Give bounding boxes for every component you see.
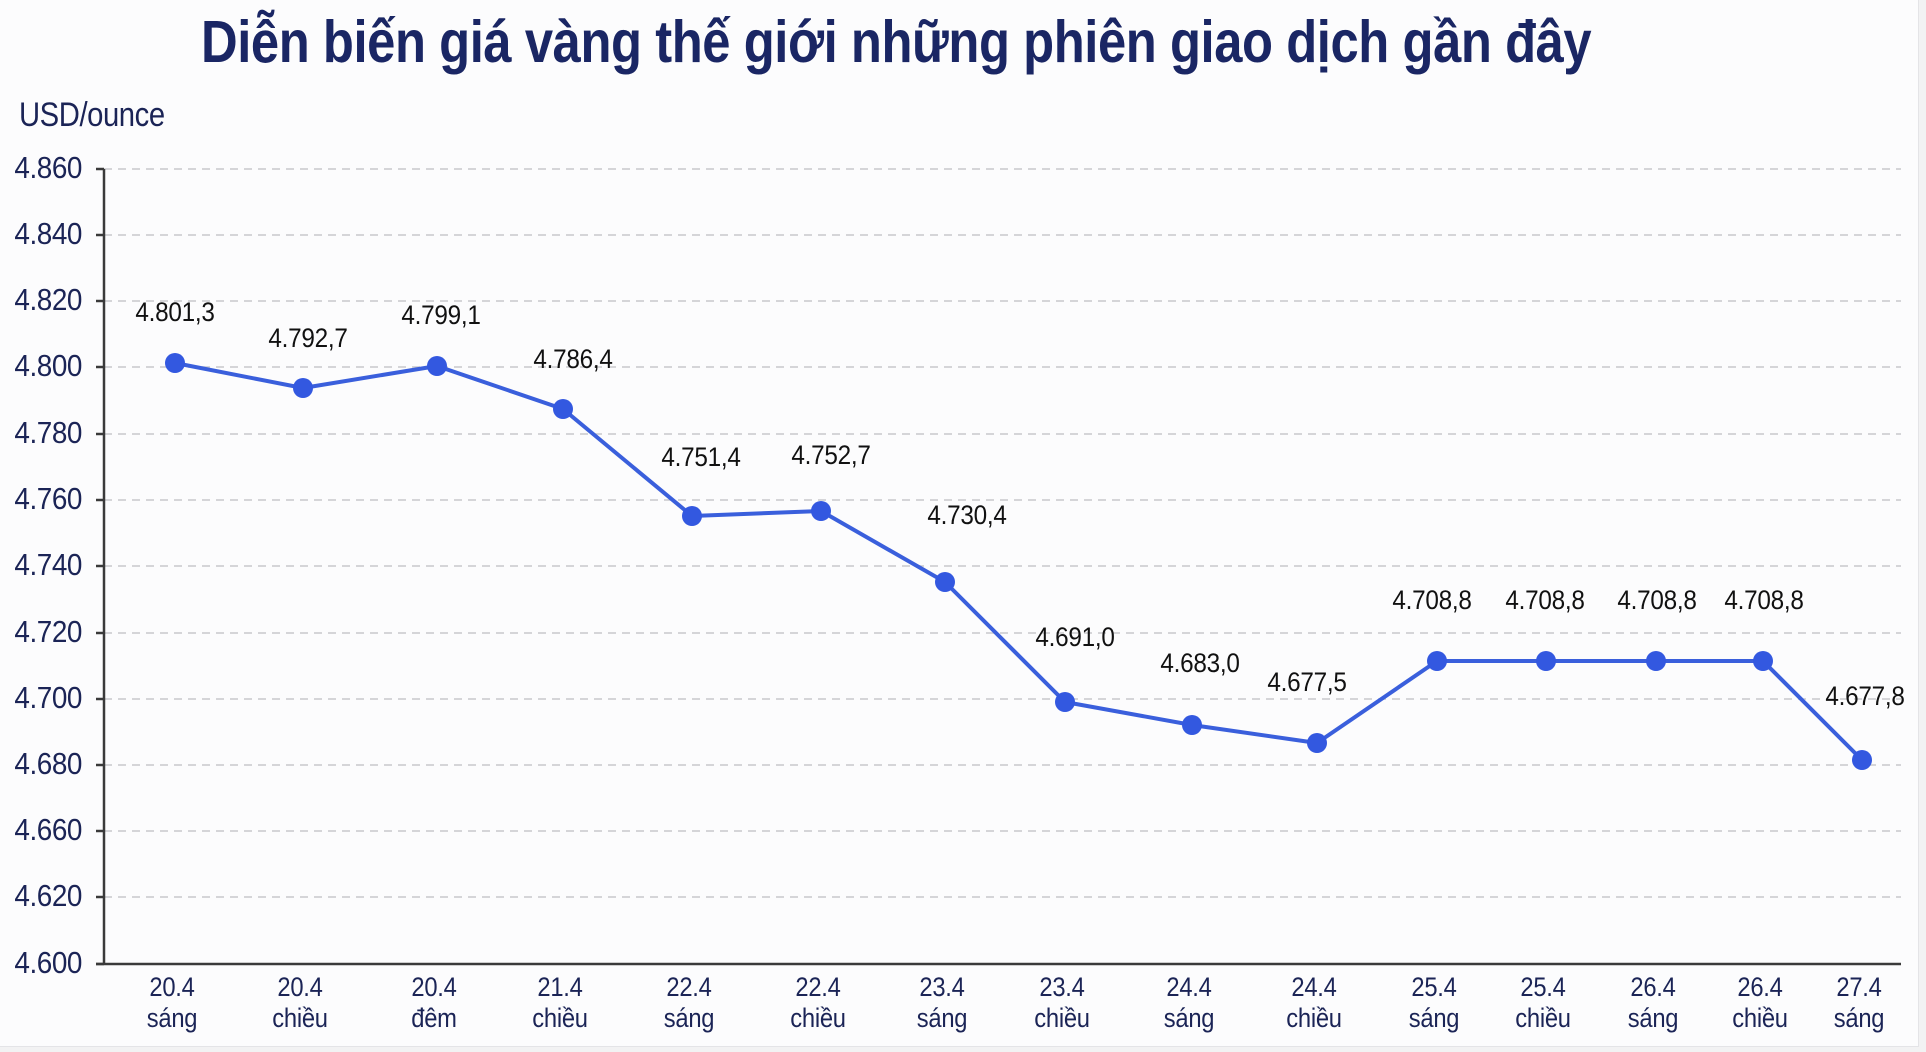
x-tick-date: 26.4: [1737, 972, 1783, 1002]
x-tick-label: 25.4 sáng: [1381, 972, 1487, 1034]
x-tick-label: 20.4 chiều: [247, 972, 353, 1034]
x-tick-session: đêm: [411, 1003, 457, 1033]
x-tick-label: 22.4 chiều: [765, 972, 871, 1034]
data-value-label: 4.708,8: [1724, 585, 1804, 615]
data-point-marker: [811, 501, 831, 521]
x-tick-session: sáng: [916, 1003, 968, 1033]
y-axis-ticks: [96, 167, 104, 966]
y-tick-label: 4.720: [14, 614, 82, 649]
x-tick-date: 20.4: [149, 972, 195, 1002]
data-value-label: 4.677,8: [1825, 681, 1905, 711]
x-tick-date: 25.4: [1520, 972, 1566, 1002]
x-tick-label: 26.4 sáng: [1600, 972, 1706, 1034]
x-tick-date: 25.4: [1411, 972, 1457, 1002]
x-tick-session: chiều: [272, 1003, 328, 1033]
y-tick-label: 4.680: [14, 746, 82, 781]
x-tick-session: chiều: [532, 1003, 588, 1033]
data-value-label: 4.801,3: [135, 297, 215, 327]
data-value-label: 4.799,1: [401, 300, 481, 330]
x-tick-label: 20.4 sáng: [119, 972, 225, 1034]
y-tick-label: 4.860: [14, 150, 82, 185]
x-tick-session: sáng: [146, 1003, 198, 1033]
data-point-marker: [1182, 715, 1202, 735]
data-point-marker: [1753, 651, 1773, 671]
data-point-marker: [293, 378, 313, 398]
data-point-marker: [165, 353, 185, 373]
x-tick-session: chiều: [1286, 1003, 1342, 1033]
data-value-label: 4.752,7: [791, 440, 871, 470]
x-tick-label: 21.4 chiều: [507, 972, 613, 1034]
y-axis-unit-label: USD/ounce: [19, 96, 165, 134]
x-tick-session: chiều: [1515, 1003, 1571, 1033]
x-tick-date: 24.4: [1291, 972, 1337, 1002]
data-value-label: 4.751,4: [661, 442, 741, 472]
x-tick-date: 26.4: [1630, 972, 1676, 1002]
x-tick-label: 22.4 sáng: [636, 972, 742, 1034]
x-tick-date: 20.4: [277, 972, 323, 1002]
y-tick-label: 4.800: [14, 348, 82, 383]
x-tick-label: 20.4 đêm: [381, 972, 487, 1034]
x-tick-label: 23.4 chiều: [1009, 972, 1115, 1034]
x-tick-date: 24.4: [1166, 972, 1212, 1002]
x-tick-session: sáng: [663, 1003, 715, 1033]
y-tick-label: 4.700: [14, 680, 82, 715]
x-tick-session: sáng: [1163, 1003, 1215, 1033]
x-tick-session: chiều: [1732, 1003, 1788, 1033]
chart-title: Diễn biến giá vàng thế giới những phiên …: [201, 9, 1592, 75]
data-value-label: 4.708,8: [1505, 585, 1585, 615]
y-tick-label: 4.620: [14, 878, 82, 913]
data-point-marker: [682, 506, 702, 526]
data-markers: [165, 353, 1872, 770]
data-value-label: 4.708,8: [1617, 585, 1697, 615]
gridlines: [104, 168, 1901, 898]
data-value-label: 4.786,4: [533, 344, 613, 374]
x-tick-session: chiều: [1034, 1003, 1090, 1033]
x-tick-date: 21.4: [537, 972, 583, 1002]
y-tick-label: 4.820: [14, 282, 82, 317]
x-tick-label: 23.4 sáng: [889, 972, 995, 1034]
x-tick-label: 25.4 chiều: [1490, 972, 1596, 1034]
x-tick-label: 26.4 chiều: [1707, 972, 1813, 1034]
data-value-label: 4.708,8: [1392, 585, 1472, 615]
x-tick-label: 24.4 chiều: [1261, 972, 1367, 1034]
x-tick-session: sáng: [1408, 1003, 1460, 1033]
data-value-label: 4.677,5: [1267, 667, 1347, 697]
y-tick-label: 4.780: [14, 415, 82, 450]
y-tick-label: 4.600: [14, 945, 82, 980]
data-point-marker: [1646, 651, 1666, 671]
data-point-marker: [553, 399, 573, 419]
x-tick-date: 20.4: [411, 972, 457, 1002]
data-point-marker: [1427, 651, 1447, 671]
data-point-marker: [427, 356, 447, 376]
x-tick-date: 22.4: [795, 972, 841, 1002]
x-tick-session: sáng: [1627, 1003, 1679, 1033]
price-line: [174, 361, 1864, 762]
data-point-marker: [1055, 692, 1075, 712]
data-value-label: 4.683,0: [1160, 648, 1240, 678]
data-point-marker: [1852, 750, 1872, 770]
data-point-marker: [1307, 733, 1327, 753]
x-tick-session: chiều: [790, 1003, 846, 1033]
y-tick-label: 4.840: [14, 216, 82, 251]
data-value-label: 4.691,0: [1035, 622, 1115, 652]
x-tick-date: 27.4: [1836, 972, 1882, 1002]
x-tick-label: 27.4 sáng: [1806, 972, 1912, 1034]
y-tick-label: 4.660: [14, 812, 82, 847]
x-tick-session: sáng: [1833, 1003, 1885, 1033]
data-value-label: 4.792,7: [268, 323, 348, 353]
y-tick-label: 4.740: [14, 547, 82, 582]
x-tick-date: 23.4: [1039, 972, 1085, 1002]
x-tick-label: 24.4 sáng: [1136, 972, 1242, 1034]
data-point-marker: [1536, 651, 1556, 671]
data-point-marker: [935, 572, 955, 592]
x-tick-date: 23.4: [919, 972, 965, 1002]
data-value-label: 4.730,4: [927, 500, 1007, 530]
x-tick-date: 22.4: [666, 972, 712, 1002]
y-tick-label: 4.760: [14, 481, 82, 516]
